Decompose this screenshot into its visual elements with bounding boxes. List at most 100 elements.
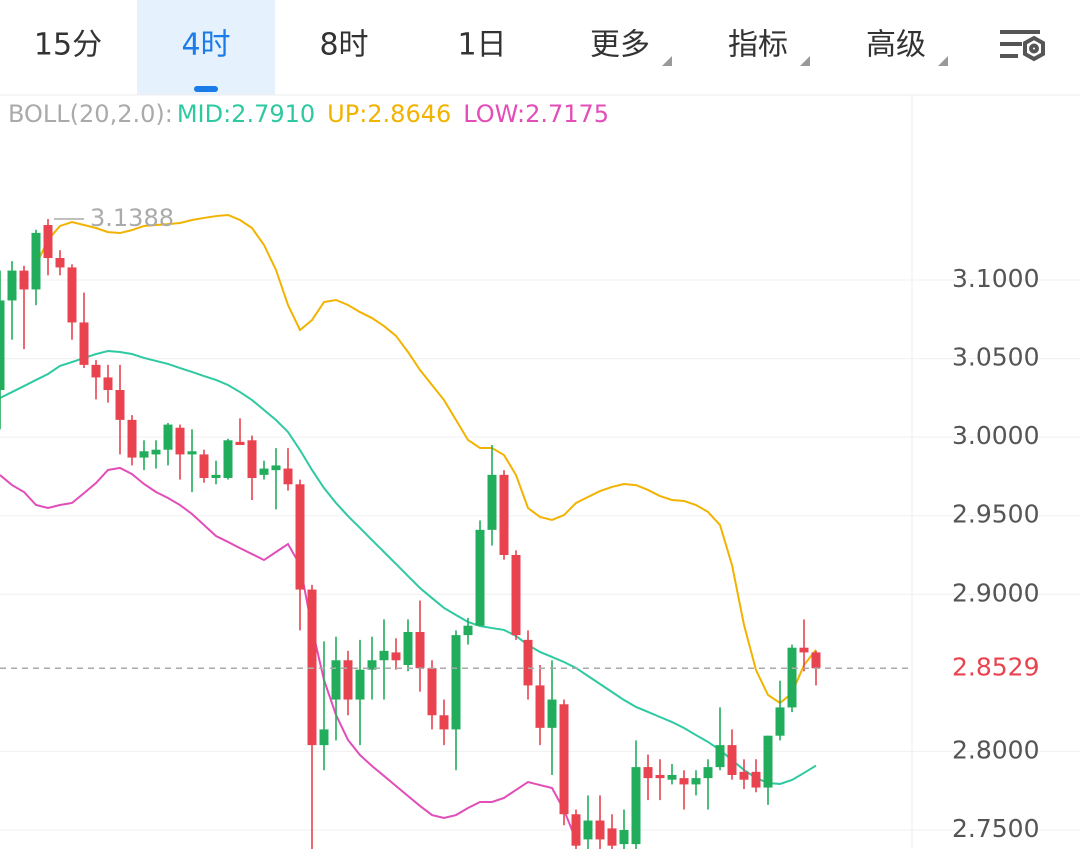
candle-body xyxy=(715,745,725,768)
candle-body xyxy=(295,484,305,590)
y-tick-label: 2.7500 xyxy=(952,814,1039,843)
candle xyxy=(331,636,341,741)
candle xyxy=(139,440,149,471)
candle-body xyxy=(55,258,65,268)
candle-body xyxy=(19,270,29,290)
candle xyxy=(103,364,113,403)
candle xyxy=(115,364,125,455)
candle-body xyxy=(691,778,701,785)
candle-body xyxy=(583,820,593,840)
candle xyxy=(283,448,293,491)
tab-label: 高级 xyxy=(866,28,926,63)
candle-body xyxy=(403,631,413,665)
tab[interactable]: 4时 xyxy=(137,0,275,95)
candle xyxy=(487,445,497,546)
candle xyxy=(151,440,161,469)
candle xyxy=(607,814,617,849)
candle-body xyxy=(43,225,53,259)
candle xyxy=(175,424,185,480)
candle-body xyxy=(7,270,17,301)
settings-icon[interactable] xyxy=(1000,30,1045,62)
tab[interactable]: 更多 xyxy=(590,28,672,67)
tab[interactable]: 15分 xyxy=(34,28,102,63)
candle xyxy=(475,520,485,626)
candle-body xyxy=(175,427,185,455)
candle-body xyxy=(487,474,497,530)
candle xyxy=(307,584,317,849)
candle xyxy=(31,229,41,306)
tab-label: 指标 xyxy=(728,28,788,63)
candle xyxy=(427,660,437,730)
max-marker-label: 3.1388 xyxy=(90,204,174,232)
candle-body xyxy=(271,465,281,471)
candle xyxy=(319,641,329,771)
candle xyxy=(295,479,305,631)
candle-body xyxy=(751,771,761,788)
candle xyxy=(223,438,233,480)
dropdown-caret xyxy=(800,56,810,66)
legend-entry: MID:2.7910 xyxy=(177,100,315,128)
candle-body xyxy=(127,419,137,458)
candle xyxy=(643,754,653,801)
candle xyxy=(571,809,581,849)
y-tick-label: 3.0500 xyxy=(952,343,1039,372)
candle xyxy=(259,460,269,480)
y-tick-label: 2.8000 xyxy=(952,735,1039,764)
candle-body xyxy=(619,829,629,845)
candle xyxy=(0,270,5,430)
candle-body xyxy=(511,554,521,636)
candle xyxy=(511,550,521,640)
candle xyxy=(79,292,89,369)
candle-body xyxy=(799,647,809,653)
y-tick-label: 3.0000 xyxy=(952,421,1039,450)
candle-body xyxy=(103,377,113,391)
candle xyxy=(19,265,29,350)
candle xyxy=(715,707,725,771)
tab[interactable]: 高级 xyxy=(866,28,948,67)
candle xyxy=(703,759,713,810)
candle-body xyxy=(775,707,785,736)
candle-body xyxy=(415,631,425,669)
candle-body xyxy=(703,767,713,779)
candle-body xyxy=(739,771,749,780)
tab-bar: 15分 4时 8时 1日 更多 指标 高级 xyxy=(34,0,948,95)
candle-body xyxy=(355,669,365,700)
candle-body xyxy=(91,364,101,378)
candle xyxy=(67,264,77,340)
candle-body xyxy=(631,767,641,845)
candle-body xyxy=(547,699,557,728)
tab[interactable]: 指标 xyxy=(728,28,810,67)
candle xyxy=(439,699,449,746)
candle xyxy=(667,763,677,785)
candle-body xyxy=(31,232,41,290)
candle-body xyxy=(643,767,653,779)
candle-body xyxy=(427,668,437,716)
candle-body xyxy=(163,424,173,450)
candle-body xyxy=(475,529,485,626)
candle xyxy=(415,600,425,692)
candle xyxy=(271,448,281,510)
bollinger-line xyxy=(0,466,577,841)
candle-body xyxy=(607,828,617,846)
bollinger-line xyxy=(0,350,817,785)
candle xyxy=(187,429,197,493)
candle xyxy=(367,636,377,700)
candle xyxy=(691,770,701,796)
candle-body xyxy=(499,474,509,555)
candle xyxy=(655,759,665,801)
legend-entry: UP:2.8646 xyxy=(327,100,451,128)
candle-body xyxy=(727,745,737,775)
candle xyxy=(127,415,137,466)
candle-body xyxy=(79,322,89,365)
candle xyxy=(211,460,221,485)
candle-body xyxy=(535,685,545,728)
candle-body xyxy=(235,441,245,446)
candle xyxy=(463,617,473,645)
candle-body xyxy=(451,635,461,730)
tab[interactable]: 8时 xyxy=(319,28,368,63)
candle xyxy=(775,680,785,741)
tab[interactable]: 1日 xyxy=(457,28,506,63)
candle-body xyxy=(523,639,533,686)
